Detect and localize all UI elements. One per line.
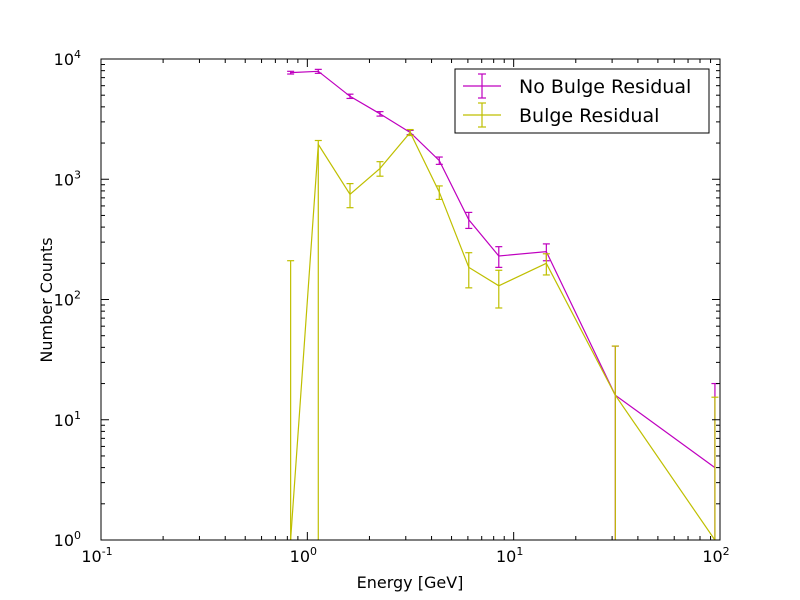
y-tick-label: 102	[54, 289, 81, 310]
errorbar-1-7	[495, 269, 503, 309]
legend-entry-1: Bulge Residual	[463, 102, 659, 128]
errorbar-0-6	[465, 211, 473, 230]
y-axis-label: Number Counts	[37, 237, 56, 362]
errorbar-1-8	[542, 253, 550, 276]
legend: No Bulge Residual Bulge Residual	[454, 68, 710, 134]
errorbar-1-2	[346, 183, 354, 209]
errorbar-0-2	[346, 93, 354, 100]
x-axis-label: Energy [GeV]	[357, 573, 464, 592]
legend-label: No Bulge Residual	[519, 76, 691, 98]
errorbar-0-3	[376, 111, 384, 117]
errorbar-1-1	[314, 139, 322, 540]
x-tick-label: 100	[290, 545, 317, 566]
errorbar-1-5	[435, 185, 443, 200]
legend-entry-0: No Bulge Residual	[463, 73, 691, 99]
errorbar-1-6	[465, 252, 473, 289]
errorbar-0-7	[495, 246, 503, 268]
plot-area	[101, 59, 720, 540]
legend-label: Bulge Residual	[519, 105, 659, 127]
errorbar-0-1	[314, 68, 322, 74]
x-tick-label: 101	[496, 545, 523, 566]
legend-entries: No Bulge Residual Bulge Residual	[463, 73, 691, 128]
y-tick-label: 103	[54, 168, 81, 189]
y-tick-label: 100	[54, 529, 81, 550]
errorbar-1-9	[611, 345, 619, 540]
y-tick-label: 101	[54, 409, 81, 430]
series-layer	[287, 68, 719, 540]
x-tick-label: 102	[702, 545, 729, 566]
errorbar-0-0	[287, 70, 295, 75]
y-tick-label: 104	[54, 48, 81, 69]
series-1	[287, 128, 719, 540]
errorbar-0-5	[435, 156, 443, 165]
legend-box	[454, 68, 710, 134]
x-tick-label: 10-1	[81, 545, 112, 566]
errorbar-1-10	[711, 396, 719, 540]
errorbar-1-4	[406, 128, 414, 137]
errorbar-1-0	[287, 260, 295, 540]
errorbar-1-3	[376, 161, 384, 177]
